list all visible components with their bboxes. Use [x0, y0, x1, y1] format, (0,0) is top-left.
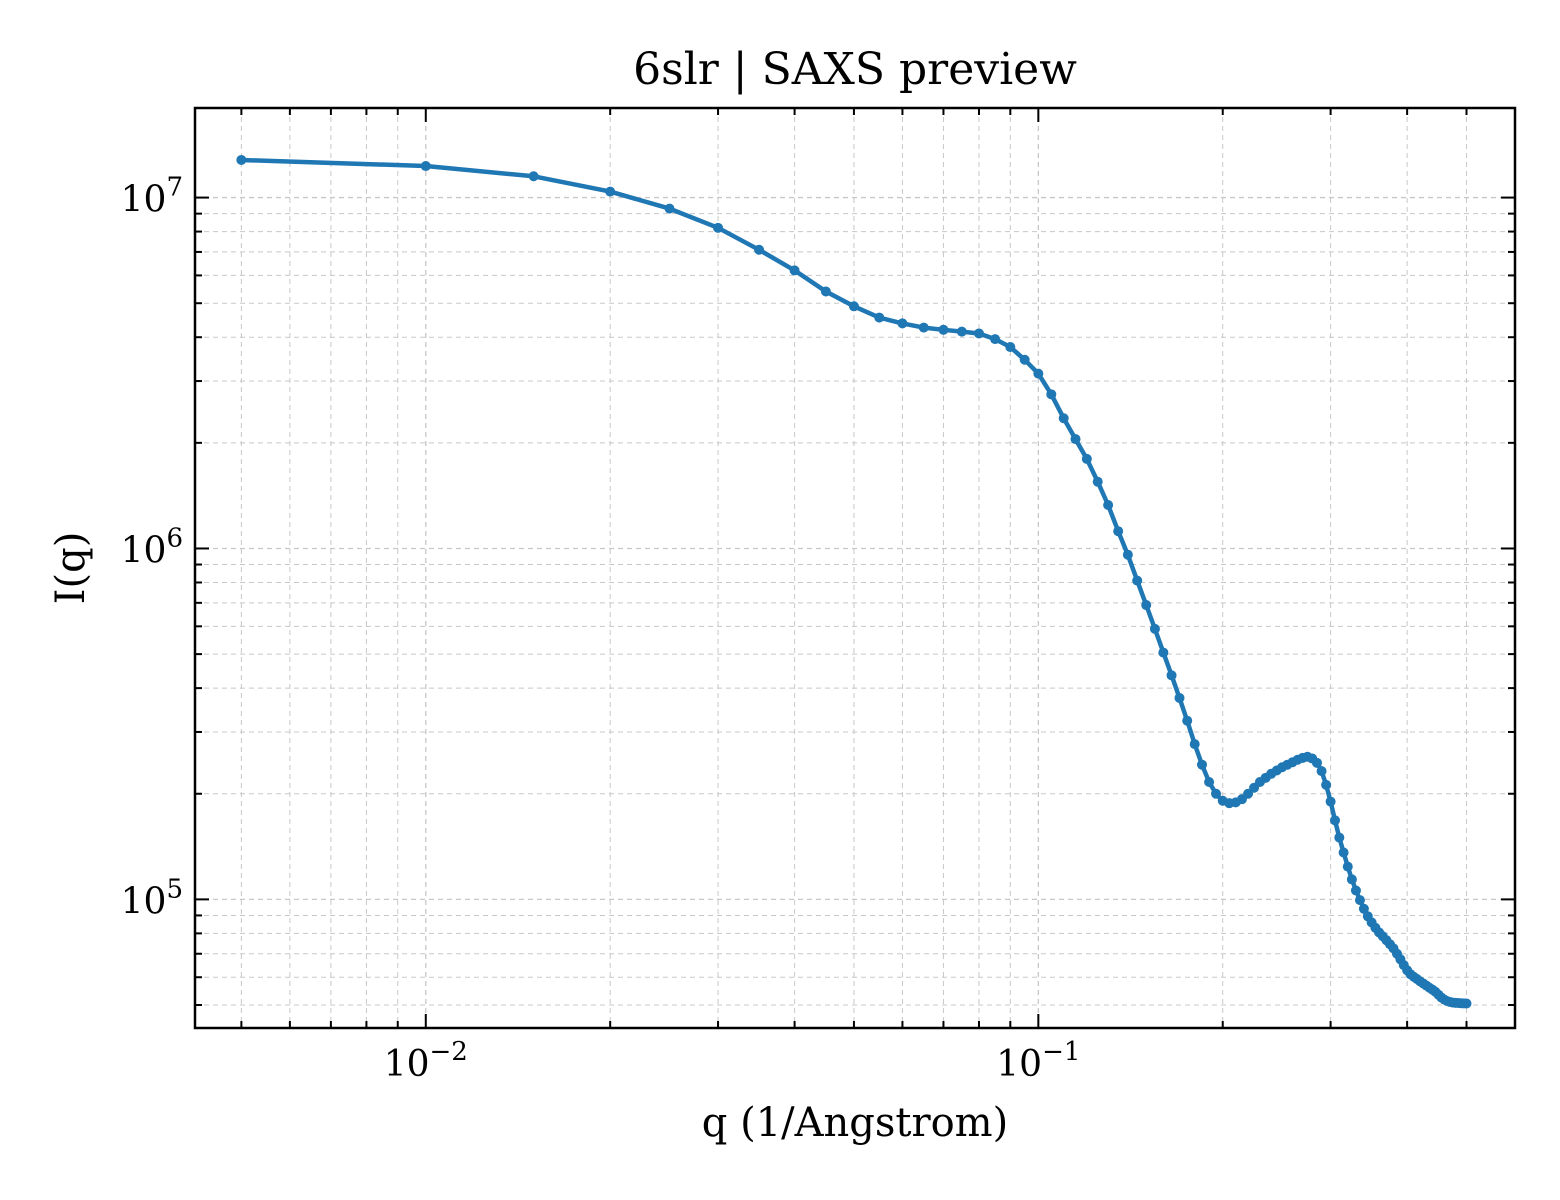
y-tick-label: 105: [121, 874, 183, 922]
data-point: [528, 171, 539, 182]
y-axis-label: I(q): [48, 532, 94, 605]
data-point: [1158, 647, 1169, 658]
data-point: [1103, 500, 1114, 511]
data-point: [236, 154, 247, 165]
data-point: [1149, 623, 1160, 634]
series-layer: [236, 154, 1472, 1009]
data-point: [1321, 779, 1332, 790]
data-point: [1334, 832, 1345, 843]
data-point: [1019, 354, 1030, 365]
data-point: [1311, 757, 1322, 768]
data-point: [1132, 575, 1143, 586]
x-axis-label: q (1/Angstrom): [702, 1100, 1008, 1146]
data-point: [789, 265, 800, 276]
data-point: [897, 318, 908, 329]
data-point: [990, 334, 1001, 345]
data-point: [1005, 342, 1016, 353]
data-point: [1141, 600, 1152, 611]
y-tick-label: 107: [121, 173, 183, 221]
x-tick-label: 10−1: [996, 1037, 1080, 1085]
data-point: [605, 186, 616, 197]
data-point: [754, 244, 765, 255]
data-point: [1204, 777, 1215, 788]
data-point: [664, 203, 675, 214]
tick-labels: 10−2 10−1 105 106 107: [121, 173, 1081, 1085]
data-point: [1316, 766, 1327, 777]
data-point: [1113, 526, 1124, 537]
data-point: [1081, 453, 1092, 464]
data-point: [1461, 998, 1472, 1009]
data-point: [1046, 389, 1057, 400]
data-point: [973, 328, 984, 339]
data-point: [1342, 861, 1353, 872]
data-point: [1358, 903, 1369, 914]
data-point: [874, 312, 885, 323]
data-point: [713, 222, 724, 233]
data-point: [1182, 715, 1193, 726]
data-point: [1070, 434, 1081, 445]
data-point: [1325, 796, 1336, 807]
data-point: [1211, 788, 1222, 799]
data-point: [918, 322, 929, 333]
chart-title: 6slr | SAXS preview: [633, 44, 1077, 95]
data-point: [1033, 368, 1044, 379]
plot-frame: [193, 106, 1517, 1030]
x-tick-label: 10−2: [384, 1037, 468, 1085]
data-point: [1058, 413, 1069, 424]
data-point: [1338, 847, 1349, 858]
data-point: [1354, 895, 1365, 906]
data-point: [1329, 815, 1340, 826]
data-point: [956, 326, 967, 337]
y-tick-label: 106: [121, 523, 183, 571]
data-point: [1350, 885, 1361, 896]
data-point: [848, 301, 859, 312]
data-point: [420, 161, 431, 172]
axis-ticks: [195, 108, 1515, 1028]
data-point: [1196, 759, 1207, 770]
data-point: [1346, 874, 1357, 885]
data-point: [1092, 476, 1103, 487]
grid: [195, 108, 1515, 1028]
data-point: [1122, 549, 1133, 560]
data-point: [820, 286, 831, 297]
data-point: [1174, 692, 1185, 703]
data-point: [1189, 739, 1200, 750]
data-point: [1166, 670, 1177, 681]
data-point: [938, 324, 949, 335]
